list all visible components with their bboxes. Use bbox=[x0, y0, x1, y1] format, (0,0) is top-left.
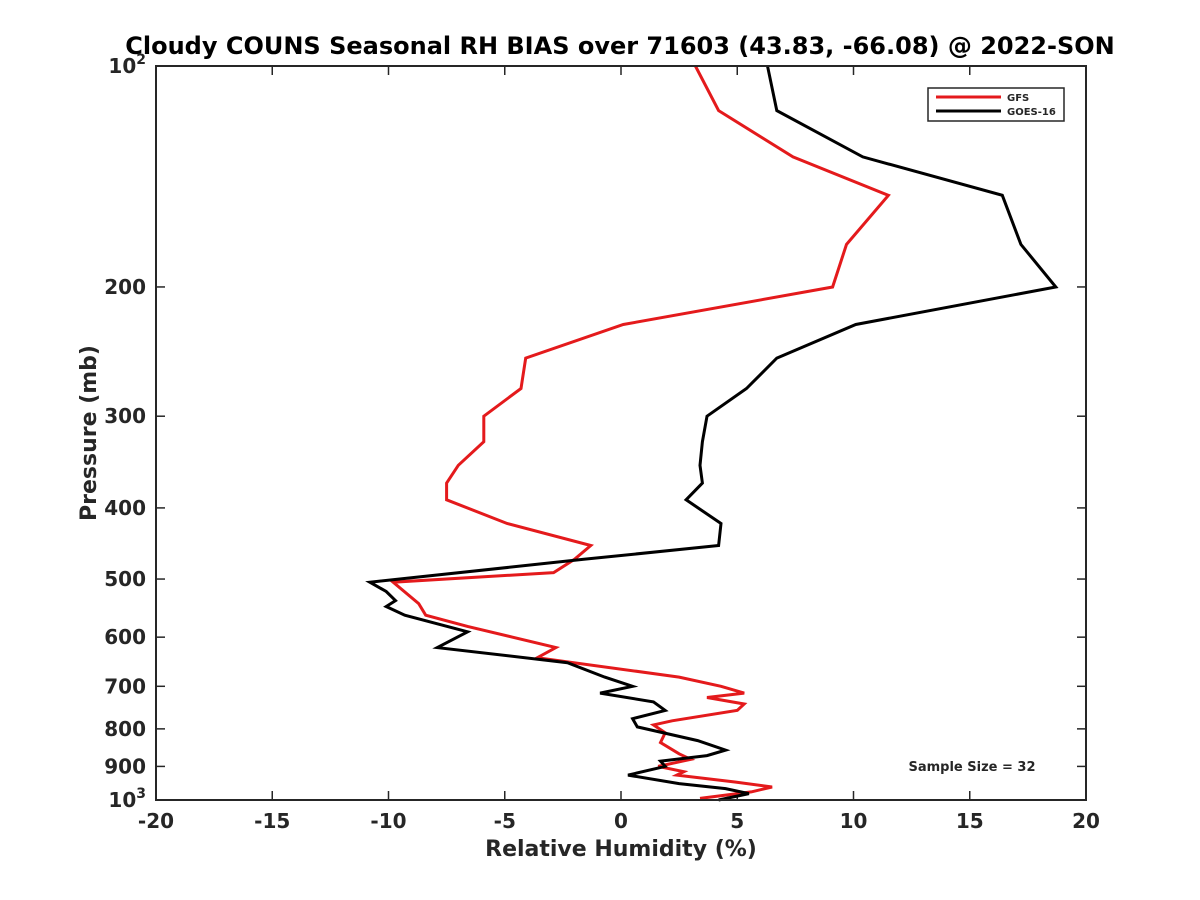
x-tick-label: -15 bbox=[254, 809, 290, 833]
x-axis-label: Relative Humidity (%) bbox=[485, 837, 757, 862]
x-tick-label: -5 bbox=[494, 809, 516, 833]
y-tick-label: 103 bbox=[108, 786, 146, 812]
y-tick-label: 102 bbox=[108, 52, 146, 78]
x-tick-label: -10 bbox=[370, 809, 406, 833]
y-tick-label: 500 bbox=[104, 567, 146, 591]
sample-size-annotation: Sample Size = 32 bbox=[908, 760, 1035, 775]
y-tick-label: 600 bbox=[104, 625, 146, 649]
legend-label-gfs: GFS bbox=[1007, 93, 1029, 104]
axes-frame bbox=[155, 65, 1087, 801]
y-tick-label: 400 bbox=[104, 496, 146, 520]
chart-title: Cloudy COUNS Seasonal RH BIAS over 71603… bbox=[125, 32, 1114, 60]
x-tick-labels: -20 -15 -10 -5 0 5 10 15 20 bbox=[138, 809, 1100, 833]
x-tick-label: 20 bbox=[1072, 809, 1100, 833]
y-tick-labels: 102 200 300 400 500 600 700 800 900 103 bbox=[104, 52, 146, 812]
y-axis-label: Pressure (mb) bbox=[77, 345, 102, 521]
y-tick-label: 300 bbox=[104, 404, 146, 428]
x-tick-label: 5 bbox=[730, 809, 744, 833]
legend-label-goes-16: GOES-16 bbox=[1007, 107, 1056, 118]
series-layer bbox=[365, 65, 1059, 802]
x-tick-label: 15 bbox=[956, 809, 984, 833]
y-tick-label: 200 bbox=[104, 275, 146, 299]
x-tick-label: -20 bbox=[138, 809, 174, 833]
series-line-gfs bbox=[389, 65, 891, 800]
legend: GFS GOES-16 bbox=[927, 87, 1065, 122]
y-tick-label: 800 bbox=[104, 717, 146, 741]
y-tick-label: 900 bbox=[104, 754, 146, 778]
x-tick-label: 0 bbox=[614, 809, 628, 833]
y-tick-label: 700 bbox=[104, 674, 146, 698]
legend-box bbox=[927, 87, 1065, 122]
x-tick-label: 10 bbox=[840, 809, 868, 833]
series-line-goes-16 bbox=[365, 65, 1059, 802]
